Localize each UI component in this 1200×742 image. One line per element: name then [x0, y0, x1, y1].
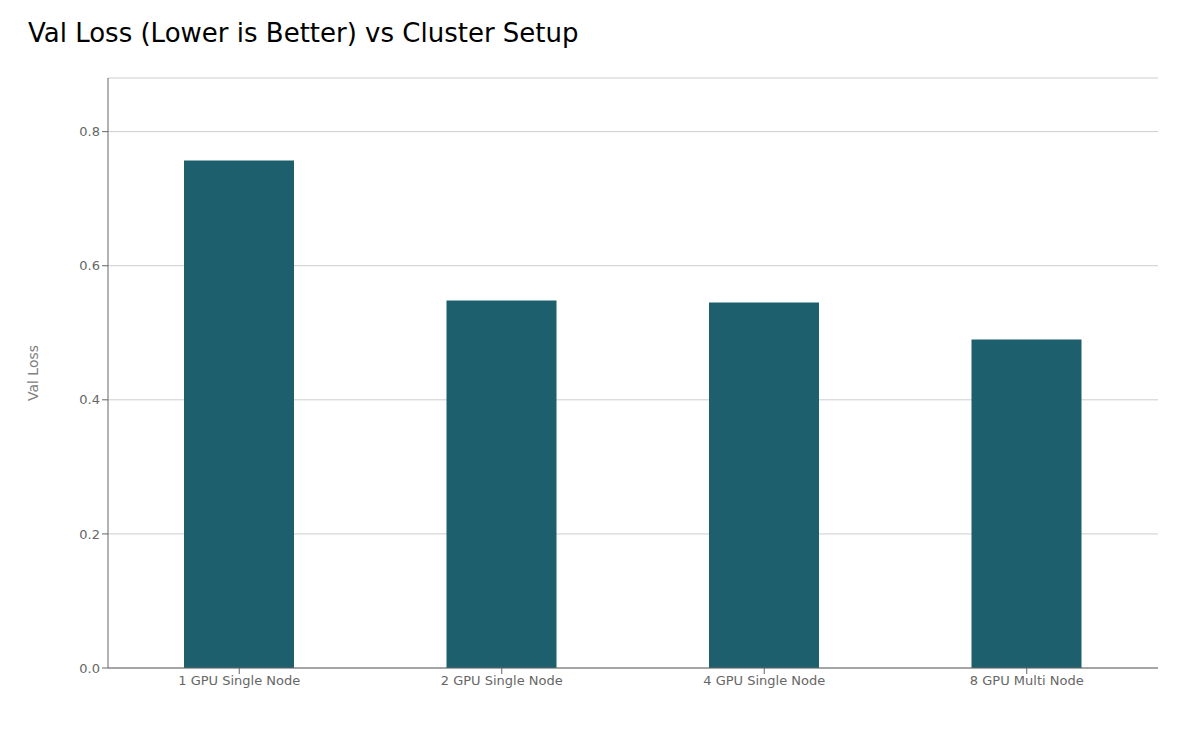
- svg-text:4 GPU Single Node: 4 GPU Single Node: [703, 673, 825, 688]
- svg-text:0.0: 0.0: [79, 661, 100, 676]
- svg-text:8 GPU Multi Node: 8 GPU Multi Node: [970, 673, 1084, 688]
- svg-text:0.2: 0.2: [79, 527, 100, 542]
- html-text:Val Loss (Lower is Better) vs: Val Loss (Lower is Better) vs Cluster Se…: [28, 18, 579, 48]
- svg-text:Val Loss: Val Loss: [25, 345, 41, 401]
- svg-text:2 GPU Single Node: 2 GPU Single Node: [441, 673, 563, 688]
- svg-text:0.8: 0.8: [79, 124, 100, 139]
- svg-text:0.6: 0.6: [79, 258, 100, 273]
- svg-text:0.4: 0.4: [79, 392, 100, 407]
- svg-text:1 GPU Single Node: 1 GPU Single Node: [178, 673, 300, 688]
